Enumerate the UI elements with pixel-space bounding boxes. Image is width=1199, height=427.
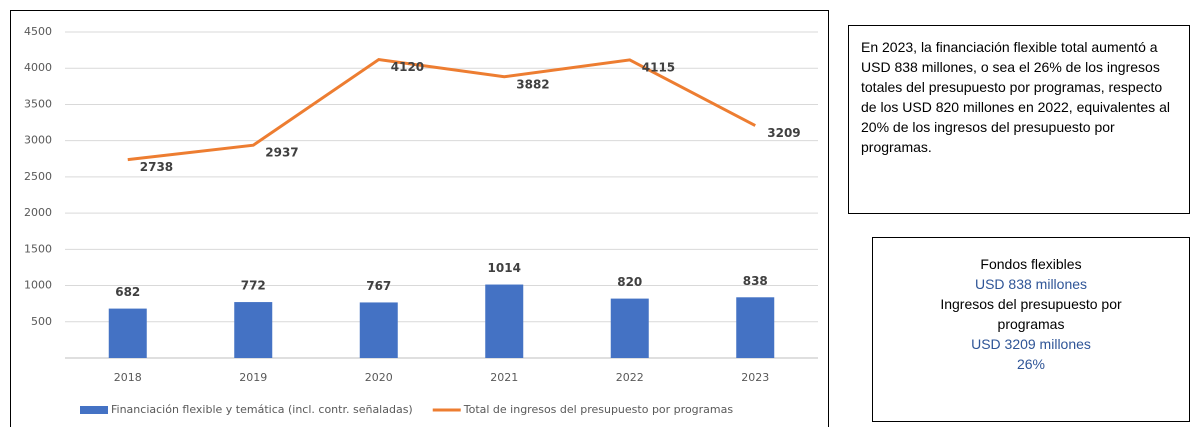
y-tick-label: 1000 bbox=[24, 279, 52, 292]
bar bbox=[485, 284, 524, 358]
data-label: 3882 bbox=[516, 77, 549, 91]
data-label: 772 bbox=[241, 279, 266, 293]
legend-label: Total de ingresos del presupuesto por pr… bbox=[463, 403, 734, 416]
x-tick-label: 2023 bbox=[741, 371, 769, 384]
data-label: 838 bbox=[743, 274, 768, 288]
summary-label: Ingresos del presupuesto por programas bbox=[940, 296, 1122, 332]
summary-value: USD 838 millones bbox=[974, 276, 1088, 292]
chart-border bbox=[10, 10, 829, 427]
data-label: 2738 bbox=[140, 160, 173, 174]
note-text: En 2023, la financiación flexible total … bbox=[861, 39, 1170, 155]
legend-label: Financiación flexible y temática (incl. … bbox=[111, 403, 413, 416]
summary-value: USD 3209 millones bbox=[971, 336, 1091, 352]
x-tick-label: 2019 bbox=[239, 371, 267, 384]
y-tick-label: 4500 bbox=[24, 25, 52, 38]
y-tick-label: 500 bbox=[31, 315, 52, 328]
y-tick-label: 4000 bbox=[24, 61, 52, 74]
y-tick-label: 3000 bbox=[24, 134, 52, 147]
data-label: 3209 bbox=[767, 126, 800, 140]
x-tick-label: 2021 bbox=[490, 371, 518, 384]
bar bbox=[359, 302, 398, 358]
summary-box: Fondos flexibles USD 838 millones Ingres… bbox=[872, 237, 1190, 422]
data-label: 767 bbox=[366, 279, 391, 293]
legend-swatch bbox=[80, 406, 108, 414]
data-label: 1014 bbox=[488, 261, 521, 275]
data-label: 2937 bbox=[265, 146, 298, 160]
x-tick-label: 2018 bbox=[114, 371, 142, 384]
line bbox=[127, 57, 756, 162]
y-tick-label: 2500 bbox=[24, 170, 52, 183]
x-tick-label: 2022 bbox=[616, 371, 644, 384]
data-label: 4120 bbox=[391, 60, 424, 74]
bar bbox=[736, 297, 775, 358]
y-tick-label: 2000 bbox=[24, 206, 52, 219]
bar bbox=[108, 308, 147, 358]
data-label: 820 bbox=[617, 275, 642, 289]
summary-label: Fondos flexibles bbox=[980, 256, 1082, 272]
data-label: 682 bbox=[115, 285, 140, 299]
data-label: 4115 bbox=[642, 60, 675, 74]
bar bbox=[610, 298, 649, 358]
note-box: En 2023, la financiación flexible total … bbox=[848, 25, 1190, 214]
bar bbox=[234, 302, 273, 358]
summary-share: 26% bbox=[1016, 356, 1046, 372]
y-tick-label: 3500 bbox=[24, 97, 52, 110]
x-tick-label: 2020 bbox=[365, 371, 393, 384]
y-tick-label: 1500 bbox=[24, 242, 52, 255]
chart: 500 1000 1500 2000 2500 3000 3500 4000 4500 2018 2… bbox=[10, 10, 829, 427]
